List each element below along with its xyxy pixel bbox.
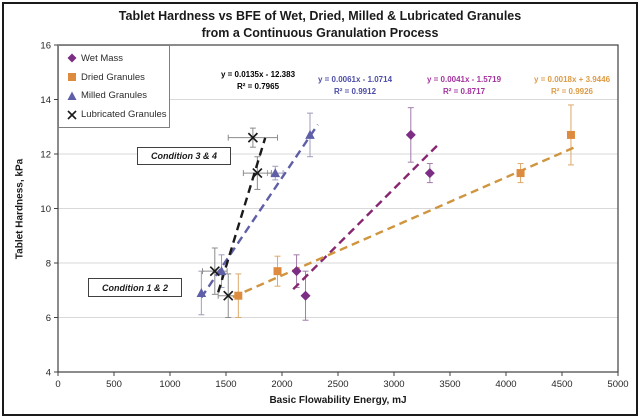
wet-mass-trendline <box>292 143 440 291</box>
x-axis-title: Basic Flowability Energy, mJ <box>269 395 407 406</box>
x-tick-label: 2000 <box>271 379 292 390</box>
data-point-triangle <box>270 168 281 178</box>
square-marker-icon <box>65 71 78 83</box>
y-tick-label: 12 <box>40 150 51 161</box>
data-point-x <box>223 290 234 301</box>
y-axis-title: Tablet Hardness, kPa <box>14 158 26 260</box>
equation-text: y = 0.0018x + 3.9446 <box>533 75 611 84</box>
equation-text: y = 0.0061x - 1.0714 <box>317 75 393 84</box>
triangle-marker-icon <box>65 90 78 102</box>
data-point-square <box>273 267 282 276</box>
legend-label: Dried Granules <box>81 71 145 83</box>
annotation-condition-1-2: Condition 1 & 2 <box>88 278 182 297</box>
y-tick-label: 14 <box>40 95 51 106</box>
y-tick-label: 6 <box>46 313 51 324</box>
x-tick-label: 4500 <box>551 379 572 390</box>
annotation-condition-3-4: Condition 3 & 4 <box>137 147 231 165</box>
data-point-triangle <box>305 129 315 139</box>
r-squared-text: R² = 0.9926 <box>550 87 594 96</box>
equation-wet-mass: y = 0.0041x - 1.5719 R² = 0.8717 <box>427 74 501 98</box>
dried-granules-trendline <box>232 144 579 299</box>
milled-granules-trendline <box>200 123 319 299</box>
y-tick-label: 8 <box>46 259 51 270</box>
lubricated-granules-trendline <box>217 137 267 293</box>
r-squared-text: R² = 0.7965 <box>236 82 280 91</box>
x-tick-label: 3000 <box>383 379 404 390</box>
y-tick-label: 16 <box>40 41 51 52</box>
data-point-square <box>516 169 525 178</box>
legend-label: Milled Granules <box>81 90 147 102</box>
data-point-triangle <box>216 266 227 276</box>
data-point-triangle <box>196 287 207 297</box>
x-tick-label: 500 <box>106 379 122 390</box>
r-squared-text: R² = 0.8717 <box>442 87 486 96</box>
y-tick-label: 4 <box>46 368 51 379</box>
chart-title-line2: from a Continuous Granulation Process <box>201 26 439 40</box>
chart-title-line1: Tablet Hardness vs BFE of Wet, Dried, Mi… <box>118 9 522 23</box>
x-tick-label: 5000 <box>607 379 628 390</box>
data-point-diamond <box>291 266 302 277</box>
equation-text: y = 0.0041x - 1.5719 <box>426 75 502 84</box>
legend-item-dried-granules: Dried Granules <box>65 71 167 83</box>
x-tick-label: 3500 <box>439 379 460 390</box>
x-tick-label: 1000 <box>159 379 180 390</box>
data-point-x <box>252 167 263 179</box>
data-point-x <box>247 132 258 143</box>
data-point-diamond <box>424 168 435 179</box>
data-point-diamond <box>300 290 311 301</box>
x-tick-label: 4000 <box>495 379 516 390</box>
x-marker-icon <box>65 109 78 121</box>
x-tick-label: 0 <box>55 379 60 390</box>
x-tick-label: 2500 <box>327 379 348 390</box>
y-tick-label: 10 <box>40 204 51 215</box>
legend-label: Wet Mass <box>81 52 124 64</box>
data-point-square <box>234 291 243 300</box>
diamond-marker-icon <box>65 52 78 64</box>
legend-label: Lubricated Granules <box>81 109 167 121</box>
data-point-square <box>566 130 575 139</box>
equation-milled-granules: y = 0.0061x - 1.0714 R² = 0.9912 <box>318 74 392 98</box>
r-squared-text: R² = 0.9912 <box>333 87 377 96</box>
equation-lubricated-granules: y = 0.0135x - 12.383 R² = 0.7965 <box>221 69 295 93</box>
legend-item-wet-mass: Wet Mass <box>65 52 167 64</box>
legend-item-lubricated-granules: Lubricated Granules <box>65 109 167 121</box>
equation-dried-granules: y = 0.0018x + 3.9446 R² = 0.9926 <box>534 74 610 98</box>
chart-title: Tablet Hardness vs BFE of Wet, Dried, Mi… <box>0 8 640 42</box>
legend-item-milled-granules: Milled Granules <box>65 90 167 102</box>
data-point-x <box>209 266 220 277</box>
x-tick-label: 1500 <box>215 379 236 390</box>
equation-text: y = 0.0135x - 12.383 <box>220 70 296 79</box>
data-point-diamond <box>405 129 416 140</box>
legend: Wet Mass Dried Granules Milled Granules … <box>58 45 170 128</box>
